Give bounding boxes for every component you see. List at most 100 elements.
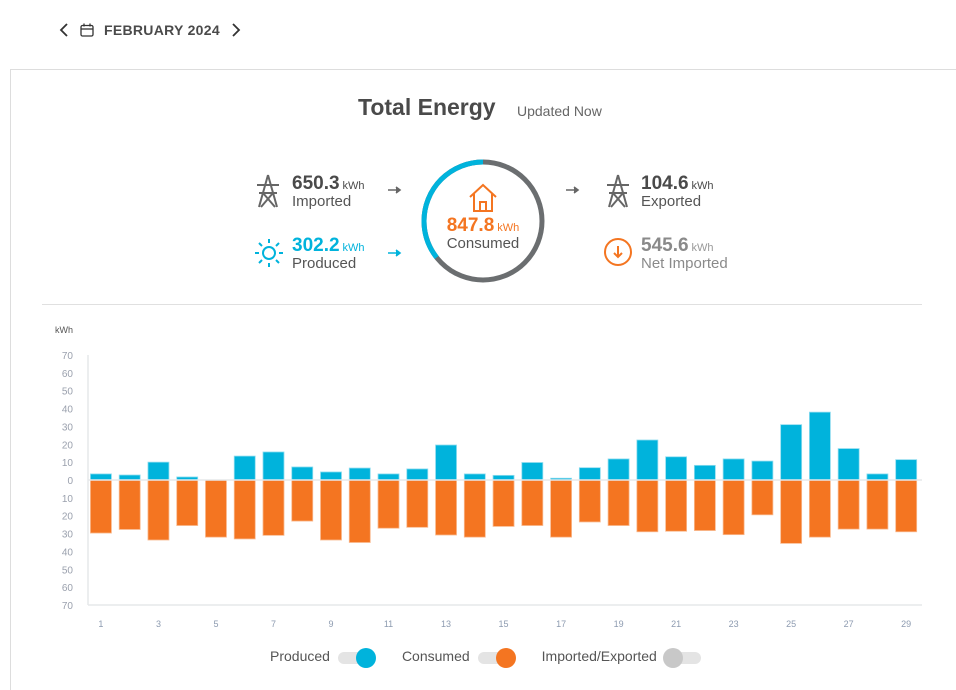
consumed-bar xyxy=(780,479,803,544)
consumed-bar xyxy=(147,479,170,541)
produced-bar xyxy=(233,455,256,481)
x-tick-label: 25 xyxy=(786,619,796,629)
y-tick-label: 40 xyxy=(62,547,74,558)
ring-produced-arc xyxy=(421,159,545,283)
x-tick-label: 27 xyxy=(844,619,854,629)
produced-unit: kWh xyxy=(342,242,365,254)
x-tick-label: 9 xyxy=(329,619,334,629)
consumed-bar xyxy=(435,479,457,536)
consumed-bar xyxy=(751,479,774,516)
x-tick-label: 29 xyxy=(901,619,911,629)
imported-exported-toggle[interactable] xyxy=(662,648,701,668)
y-axis-label: kWh xyxy=(55,325,73,335)
legend-produced-label: Produced xyxy=(270,648,330,664)
updated-status: Updated Now xyxy=(517,103,602,119)
legend-consumed-label: Consumed xyxy=(401,648,470,664)
consumed-bar xyxy=(521,479,544,526)
exported-label: Exported xyxy=(641,193,702,210)
x-tick-label: 21 xyxy=(671,619,681,629)
arrow-right-icon xyxy=(388,249,402,257)
produced-bar xyxy=(406,468,429,481)
chevron-left-icon[interactable] xyxy=(58,22,70,38)
exported-unit: kWh xyxy=(691,180,714,192)
divider xyxy=(42,304,922,305)
produced-bar xyxy=(90,473,112,481)
produced-bar xyxy=(722,458,745,481)
produced-bar xyxy=(866,473,889,481)
imported-stat: 650.3 kWh Imported xyxy=(292,173,365,210)
x-tick-label: 3 xyxy=(156,619,161,629)
card-title: Total Energy xyxy=(358,94,496,120)
y-tick-label: 70 xyxy=(62,351,74,362)
consumed-toggle[interactable] xyxy=(477,648,516,668)
consumed-bar xyxy=(837,479,860,530)
y-tick-label: 60 xyxy=(62,369,74,380)
produced-bar xyxy=(435,444,457,481)
consumed-bar xyxy=(866,479,889,530)
produced-bar xyxy=(463,473,486,481)
net-imported-unit: kWh xyxy=(691,242,714,254)
calendar-icon[interactable] xyxy=(80,23,94,37)
consumed-bar xyxy=(578,479,601,523)
consumed-bar xyxy=(607,479,630,526)
consumed-bar xyxy=(205,479,227,538)
y-tick-label: 50 xyxy=(62,387,74,398)
consumed-bar xyxy=(665,479,688,532)
y-tick-label: 40 xyxy=(62,405,74,416)
y-tick-label: 20 xyxy=(62,440,74,451)
consumed-bar xyxy=(636,479,659,533)
consumed-bar xyxy=(463,479,486,538)
consumed-bar xyxy=(377,479,400,529)
arrow-right-icon xyxy=(388,186,402,194)
net-imported-value: 545.6 xyxy=(641,235,689,256)
consumed-bar xyxy=(291,479,314,522)
consumed-bar xyxy=(118,479,141,530)
consumed-label: Consumed xyxy=(446,235,520,252)
produced-bar xyxy=(780,424,803,481)
arrow-down-circle-icon xyxy=(604,238,632,266)
y-tick-label: 30 xyxy=(62,422,74,433)
chevron-right-icon[interactable] xyxy=(230,22,242,38)
x-tick-label: 17 xyxy=(556,619,566,629)
y-tick-label: 50 xyxy=(62,565,74,576)
produced-toggle[interactable] xyxy=(337,648,376,668)
produced-stat: 302.2 kWh Produced xyxy=(292,235,365,272)
consumed-bar xyxy=(895,479,918,533)
produced-bar xyxy=(262,451,285,481)
imported-value: 650.3 xyxy=(292,173,340,194)
consumed-bar xyxy=(233,479,256,540)
produced-bar xyxy=(665,456,688,481)
produced-bar xyxy=(291,466,314,481)
power-tower-icon xyxy=(607,174,629,208)
x-tick-label: 11 xyxy=(384,619,393,629)
net-imported-stat: 545.6 kWh Net Imported xyxy=(641,235,728,272)
consumed-stat: 847.8 kWh Consumed xyxy=(420,215,546,252)
energy-card xyxy=(10,69,956,690)
produced-bar xyxy=(837,448,860,481)
x-tick-label: 13 xyxy=(441,619,451,629)
x-tick-label: 19 xyxy=(614,619,624,629)
house-icon xyxy=(469,183,497,212)
consumed-bar xyxy=(348,479,371,543)
produced-bar xyxy=(636,439,659,481)
legend-imported-exported-label: Imported/Exported xyxy=(541,648,657,664)
chart-legend: Produced Consumed Imported/Exported xyxy=(270,648,729,668)
y-tick-label: 60 xyxy=(62,583,74,594)
produced-bar xyxy=(751,460,774,481)
consumption-ring xyxy=(421,159,545,283)
consumed-unit: kWh xyxy=(497,222,520,234)
imported-unit: kWh xyxy=(342,180,365,192)
y-tick-label: 0 xyxy=(67,476,73,487)
produced-label: Produced xyxy=(292,255,357,272)
x-tick-label: 15 xyxy=(499,619,509,629)
consumed-bar xyxy=(550,479,572,538)
produced-bar xyxy=(348,467,371,481)
month-label[interactable]: FEBRUARY 2024 xyxy=(104,22,220,38)
power-tower-icon xyxy=(257,174,279,208)
consumed-bar xyxy=(320,479,342,541)
produced-bar xyxy=(320,471,342,481)
consumed-bar xyxy=(90,479,112,534)
x-tick-label: 1 xyxy=(98,619,103,629)
y-tick-label: 20 xyxy=(62,512,74,523)
x-tick-label: 7 xyxy=(271,619,276,629)
